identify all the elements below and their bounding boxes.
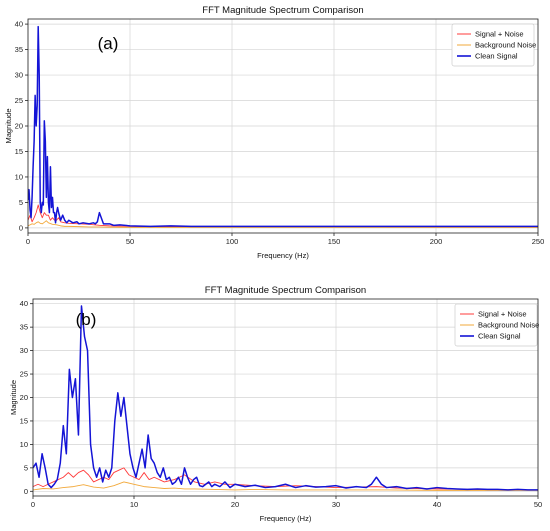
y-tick-label: 0 bbox=[19, 223, 23, 232]
x-tick-label: 30 bbox=[332, 500, 340, 509]
y-axis-label: Magnitude bbox=[4, 108, 13, 143]
x-tick-label: 40 bbox=[433, 500, 441, 509]
legend-entry: Clean Signal bbox=[475, 52, 518, 61]
x-tick-label: 50 bbox=[534, 500, 542, 509]
y-tick-label: 25 bbox=[15, 96, 23, 105]
y-tick-label: 0 bbox=[24, 487, 28, 496]
legend: Signal + Noise Background Noise Clean Sign… bbox=[451, 23, 536, 67]
series-line-background-noise bbox=[28, 220, 538, 228]
x-tick-label: 200 bbox=[430, 237, 443, 246]
legend-entry: Clean Signal bbox=[478, 332, 521, 341]
y-tick-label: 25 bbox=[20, 370, 28, 379]
series-line-clean-signal bbox=[28, 25, 538, 228]
x-tick-label: 100 bbox=[226, 237, 239, 246]
x-tick-label: 0 bbox=[26, 237, 30, 246]
x-tick-label: 150 bbox=[328, 237, 341, 246]
legend: Signal + Noise Background Noise Clean Sign… bbox=[454, 303, 539, 347]
y-tick-label: 35 bbox=[15, 45, 23, 54]
legend-entry: Signal + Noise bbox=[478, 310, 527, 319]
x-tick-label: 250 bbox=[532, 237, 545, 246]
legend-box bbox=[451, 23, 535, 67]
y-tick-label: 20 bbox=[15, 122, 23, 131]
y-tick-label: 20 bbox=[20, 393, 28, 402]
legend-entry: Background Noise bbox=[478, 321, 539, 330]
x-tick-label: 10 bbox=[130, 500, 138, 509]
chart-panel-b: FFT Magnitude Spectrum Comparison 0 10 20 30… bbox=[9, 285, 542, 523]
chart-title: FFT Magnitude Spectrum Comparison bbox=[202, 5, 363, 16]
y-tick-label: 10 bbox=[15, 172, 23, 181]
x-tick-label: 20 bbox=[231, 500, 239, 509]
panel-label: (b) bbox=[76, 310, 97, 329]
y-tick-label: 30 bbox=[15, 71, 23, 80]
legend-entry: Background Noise bbox=[475, 41, 536, 50]
series-line-clean-signal bbox=[33, 305, 538, 491]
x-tick-label: 0 bbox=[31, 500, 35, 509]
y-tick-label: 30 bbox=[20, 346, 28, 355]
x-axis-label: Frequency (Hz) bbox=[260, 514, 312, 523]
series-line-background-noise bbox=[33, 481, 538, 491]
y-tick-label: 40 bbox=[15, 20, 23, 29]
y-tick-label: 35 bbox=[20, 323, 28, 332]
x-axis-label: Frequency (Hz) bbox=[257, 251, 309, 260]
y-tick-label: 15 bbox=[20, 416, 28, 425]
y-tick-label: 15 bbox=[15, 147, 23, 156]
y-tick-label: 5 bbox=[24, 463, 28, 472]
y-tick-label: 40 bbox=[20, 299, 28, 308]
legend-box bbox=[454, 303, 538, 347]
panel-label: (a) bbox=[98, 34, 119, 53]
y-axis-label: Magnitude bbox=[9, 380, 18, 415]
chart-title: FFT Magnitude Spectrum Comparison bbox=[205, 285, 366, 296]
y-tick-label: 10 bbox=[20, 440, 28, 449]
x-tick-label: 50 bbox=[126, 237, 134, 246]
legend-entry: Signal + Noise bbox=[475, 30, 524, 39]
y-tick-label: 5 bbox=[19, 198, 23, 207]
